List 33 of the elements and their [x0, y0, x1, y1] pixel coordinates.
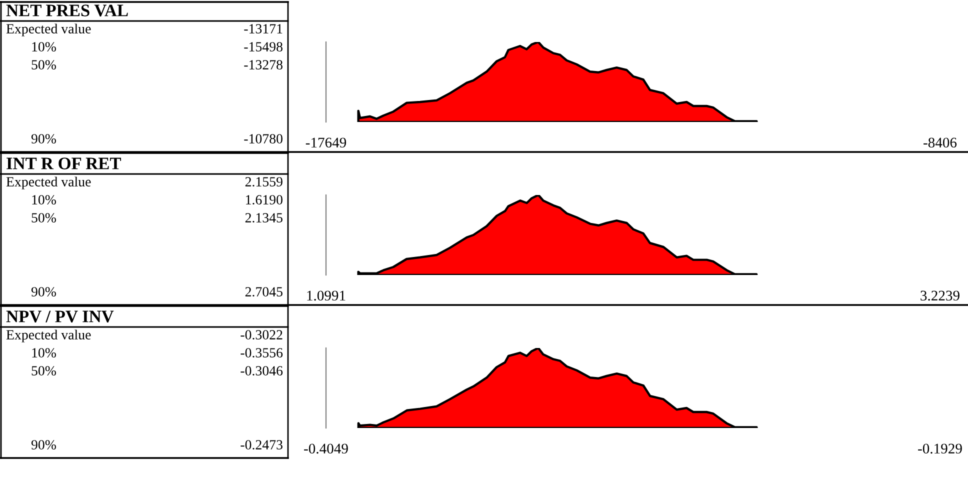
text: NET PRES VAL: [6, 4, 128, 16]
text: -10780: [244, 134, 282, 144]
text: 10%: [32, 195, 56, 205]
text: 50%: [32, 213, 56, 223]
x-tick-label: -8406: [924, 138, 957, 148]
text: -15498: [244, 42, 282, 52]
x-tick-label: 3.2239: [920, 290, 960, 301]
text: -0.3022: [240, 330, 282, 340]
text: Expected value: [6, 330, 91, 342]
x-tick-label: -17649: [306, 138, 346, 148]
text: 2.1559: [245, 177, 282, 187]
text: 90%: [31, 440, 56, 450]
text: 2.1345: [245, 213, 282, 223]
text: NPV / PV INV: [6, 310, 114, 322]
text: -13171: [244, 24, 282, 34]
text: -0.3046: [240, 366, 283, 376]
x-tick-label: 1.0991: [307, 290, 346, 301]
text: -0.2473: [240, 440, 282, 450]
text: 90%: [31, 287, 56, 297]
text: 10%: [32, 348, 56, 358]
text: 50%: [32, 60, 56, 70]
text: Expected value: [6, 176, 91, 190]
x-tick-label: -0.1929: [918, 444, 962, 454]
x-tick-label: -0.4049: [304, 444, 348, 454]
text: Expected value: [6, 24, 91, 36]
text: 50%: [32, 366, 56, 376]
text: 1.6190: [246, 195, 282, 205]
text: INT R OF RET: [6, 158, 122, 170]
text: -13278: [244, 60, 282, 70]
text: 2.7045: [245, 287, 282, 297]
text: 10%: [32, 42, 56, 52]
text: -0.3556: [240, 348, 283, 358]
text: 90%: [31, 134, 56, 144]
